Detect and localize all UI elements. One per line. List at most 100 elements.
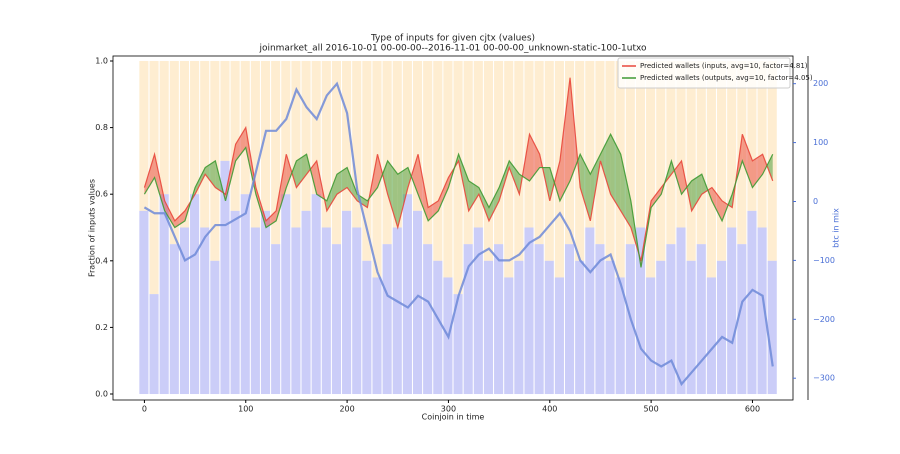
bar	[737, 244, 747, 395]
fill-between	[711, 187, 723, 221]
y2-tick-label: 100	[813, 138, 828, 147]
bar	[686, 260, 696, 395]
y2-tick-label: 0	[813, 197, 818, 206]
bar	[362, 260, 372, 395]
rest-bar	[463, 60, 473, 245]
fill-between	[291, 160, 297, 188]
rest-bar	[200, 60, 210, 228]
legend-label: Predicted wallets (outputs, avg=10, fact…	[640, 74, 813, 82]
bar	[585, 227, 595, 395]
bar	[453, 294, 463, 395]
bar	[666, 244, 676, 395]
bar	[656, 260, 666, 395]
fill-between	[326, 174, 337, 211]
bar	[473, 227, 483, 395]
bar	[149, 294, 159, 395]
fill-between	[766, 154, 773, 181]
bar	[382, 244, 392, 395]
bar	[342, 210, 352, 395]
rest-bar	[311, 60, 321, 195]
rest-bar	[544, 60, 554, 261]
fill-between	[580, 154, 591, 221]
rest-bar	[585, 60, 595, 228]
x-tick-label: 600	[745, 405, 760, 414]
y-axis-label: Fraction of inputs values	[88, 179, 97, 277]
bar	[240, 194, 250, 395]
bar	[230, 210, 240, 395]
fill-between	[195, 167, 206, 195]
fill-between	[205, 160, 216, 188]
rest-bar	[727, 60, 737, 228]
rest-bar	[321, 60, 331, 228]
x-axis-label: Coinjoin in time	[422, 413, 485, 422]
y2-tick-label: −200	[813, 315, 835, 324]
rest-bar	[220, 60, 230, 161]
fill-between	[691, 174, 702, 211]
rest-bar	[281, 60, 291, 195]
fill-between	[554, 160, 560, 201]
bar	[372, 277, 382, 395]
bar	[331, 244, 342, 395]
x-tick-label: 100	[238, 405, 253, 414]
fill-between	[164, 200, 175, 228]
rest-bar	[412, 60, 423, 211]
bar	[716, 260, 727, 395]
rest-bar	[443, 60, 453, 278]
bar	[139, 210, 149, 395]
rest-bar	[382, 60, 392, 245]
rest-bar	[716, 60, 727, 261]
bar	[483, 260, 494, 395]
rest-bar	[676, 60, 686, 228]
series-line	[143, 77, 774, 261]
rest-bar	[392, 60, 402, 228]
bar	[210, 260, 220, 395]
fill-between	[549, 167, 555, 201]
bar	[757, 227, 767, 395]
bar	[676, 227, 686, 395]
y2-tick-label: −100	[813, 256, 835, 265]
fill-between	[407, 167, 412, 188]
bar	[291, 227, 301, 395]
fill-between	[382, 160, 388, 195]
fill-between	[488, 187, 500, 221]
fill-between	[752, 154, 763, 188]
rest-bar	[352, 60, 362, 228]
bar	[544, 260, 554, 395]
fill-between	[762, 154, 767, 175]
bar	[433, 260, 443, 395]
rest-bar	[362, 60, 372, 261]
y-tick-label: 0.2	[95, 323, 108, 332]
rest-bar	[706, 60, 716, 278]
fill-between	[468, 180, 479, 211]
rest-bar	[595, 60, 605, 245]
fill-between	[296, 154, 307, 188]
fill-between	[620, 154, 631, 228]
fill-between	[651, 187, 662, 208]
bar	[159, 194, 169, 395]
bar	[646, 277, 656, 395]
bar	[250, 227, 260, 395]
fill-between	[529, 134, 540, 181]
fill-between	[559, 77, 571, 201]
bar	[260, 210, 271, 395]
rest-bar	[686, 60, 696, 261]
rest-bar	[453, 60, 463, 295]
rest-bar	[494, 60, 504, 245]
bar	[514, 260, 524, 395]
bar	[564, 244, 575, 395]
rest-bar	[342, 60, 352, 211]
bar	[200, 227, 210, 395]
rest-bar	[291, 60, 301, 228]
fill-between	[286, 154, 292, 188]
bar	[402, 194, 412, 395]
bar	[727, 227, 737, 395]
bar	[311, 194, 321, 395]
rest-bar	[666, 60, 676, 245]
bar	[494, 244, 504, 395]
bar	[575, 260, 585, 395]
bar	[179, 227, 190, 395]
fill-between	[387, 160, 398, 228]
bar	[423, 244, 433, 395]
rest-bar	[757, 60, 767, 228]
rest-bar	[402, 60, 412, 195]
